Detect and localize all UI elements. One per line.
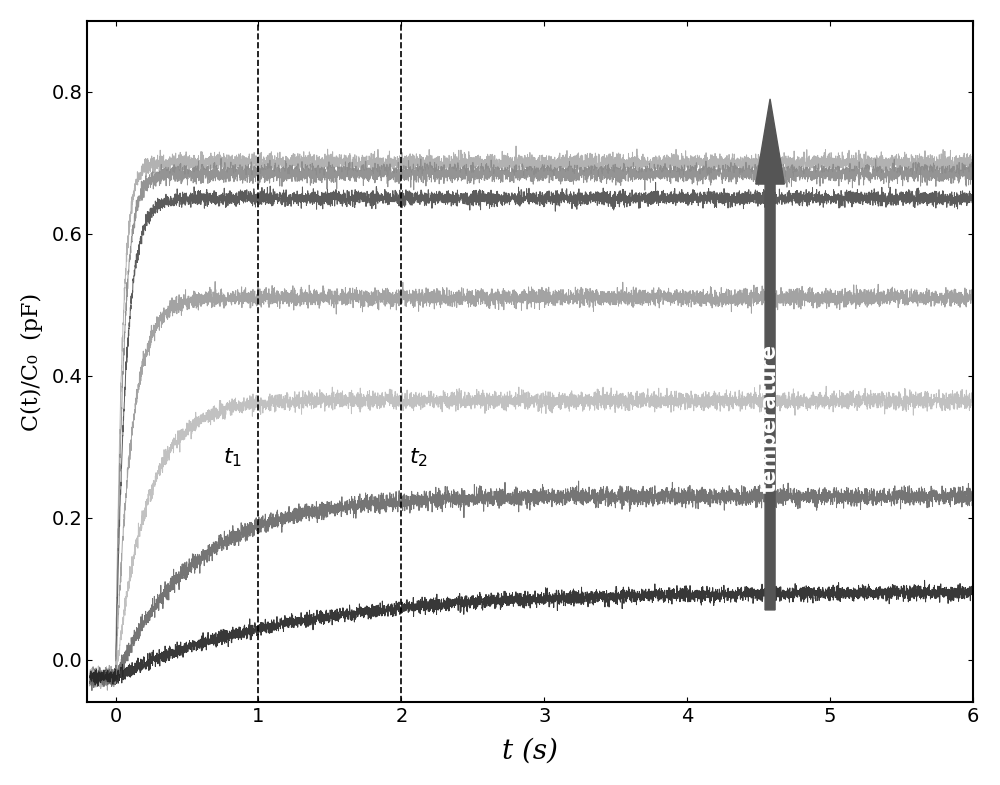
X-axis label: t (s): t (s): [502, 737, 558, 764]
FancyArrow shape: [756, 99, 784, 610]
Y-axis label: C(t)/C₀  (pF): C(t)/C₀ (pF): [21, 293, 43, 431]
Text: temperature: temperature: [760, 344, 780, 493]
Text: $t_1$: $t_1$: [223, 446, 242, 469]
Text: $t_2$: $t_2$: [409, 446, 427, 469]
